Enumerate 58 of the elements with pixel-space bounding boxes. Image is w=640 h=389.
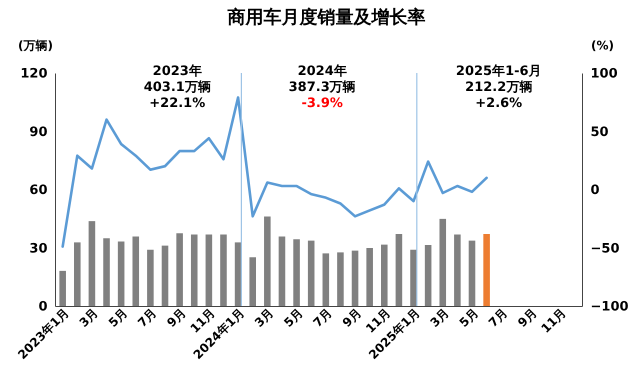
x-tick-label: 7月 bbox=[486, 306, 510, 330]
y2-tick-label: 50 bbox=[590, 124, 609, 140]
y-tick-label: 30 bbox=[29, 241, 48, 256]
chart-title: 商用车月度销量及增长率 bbox=[226, 7, 426, 28]
bar bbox=[454, 234, 461, 306]
bar bbox=[132, 236, 140, 306]
bar bbox=[59, 270, 66, 306]
x-tick-label: 9月 bbox=[340, 306, 364, 330]
bar bbox=[206, 234, 212, 306]
y-tick-label: 120 bbox=[20, 66, 48, 82]
bar bbox=[162, 246, 168, 306]
x-tick-label: 3月 bbox=[427, 306, 452, 330]
bar bbox=[337, 252, 344, 306]
x-tick-label: 7月 bbox=[135, 306, 160, 330]
bar bbox=[278, 236, 286, 306]
bar bbox=[220, 234, 227, 306]
x-tick-label: 7月 bbox=[310, 306, 335, 330]
annotation: 2023年 403.1万辆 +22.1% bbox=[144, 64, 211, 111]
y2-tick-label: −100 bbox=[590, 300, 629, 314]
bar bbox=[74, 242, 81, 306]
bar bbox=[293, 239, 300, 306]
bar bbox=[190, 234, 198, 306]
y-axis-title: (万辆) bbox=[18, 38, 53, 52]
bar bbox=[352, 250, 358, 306]
x-tick-label: 9月 bbox=[164, 306, 189, 330]
bar bbox=[88, 221, 96, 306]
x-tick-label: 5月 bbox=[456, 306, 481, 330]
x-tick-label: 5月 bbox=[281, 306, 306, 330]
bar bbox=[147, 250, 154, 306]
bar bbox=[176, 233, 183, 306]
y-tick-label: 60 bbox=[29, 183, 48, 198]
bar bbox=[264, 216, 271, 306]
y2-tick-label: 100 bbox=[590, 66, 618, 82]
y2-tick-label: −50 bbox=[590, 241, 620, 256]
bar bbox=[439, 218, 446, 306]
bar bbox=[249, 257, 256, 306]
y-tick-label: 0 bbox=[38, 300, 48, 314]
x-tick-label: 11月 bbox=[538, 306, 569, 336]
y-tick-label: 90 bbox=[29, 124, 48, 140]
bar bbox=[322, 253, 330, 306]
y2-axis-title: (%) bbox=[591, 38, 614, 52]
x-tick-label: 9月 bbox=[515, 306, 540, 330]
bar bbox=[424, 245, 432, 306]
annotation: 2024年 387.3万辆 -3.9% bbox=[288, 64, 356, 111]
bar bbox=[308, 240, 314, 306]
bar bbox=[468, 240, 476, 306]
x-tick-label: 5月 bbox=[106, 306, 130, 330]
bar bbox=[103, 238, 110, 306]
bar bbox=[396, 234, 402, 306]
bar bbox=[366, 248, 373, 306]
y2-tick-label: 0 bbox=[590, 183, 600, 198]
bar bbox=[483, 234, 490, 306]
annotation: 2025年1-6月 212.2万辆 +2.6% bbox=[456, 64, 542, 111]
x-tick-label: 3月 bbox=[76, 306, 101, 330]
bar bbox=[234, 242, 242, 306]
x-tick-label: 3月 bbox=[252, 306, 276, 330]
bar bbox=[118, 242, 124, 306]
bar bbox=[380, 244, 388, 306]
